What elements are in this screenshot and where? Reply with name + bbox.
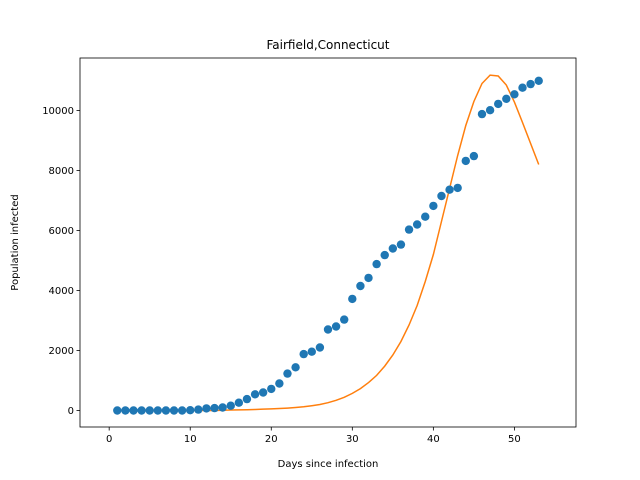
x-tick-label: 40 <box>427 434 440 445</box>
data-point <box>258 388 268 397</box>
data-point <box>502 94 511 104</box>
data-point <box>267 384 276 394</box>
data-point <box>356 281 365 291</box>
x-tick-label: 50 <box>508 434 521 445</box>
x-tick-label: 10 <box>184 434 197 445</box>
data-point <box>518 83 527 92</box>
data-point <box>364 273 373 283</box>
data-point <box>210 403 219 413</box>
y-axis: 0 2000 4000 6000 8000 10000 <box>42 106 80 417</box>
data-point <box>234 398 244 407</box>
data-point <box>161 406 171 415</box>
y-tick-label: 6000 <box>49 226 74 237</box>
axes-frame <box>79 57 577 428</box>
data-point <box>153 406 162 415</box>
x-axis-label: Days since infection <box>278 459 379 470</box>
data-point <box>534 76 543 86</box>
x-tick-label: 20 <box>265 434 278 445</box>
data-point <box>177 406 187 415</box>
data-point <box>445 185 454 194</box>
data-point <box>121 406 130 415</box>
data-point <box>469 151 479 161</box>
data-point <box>113 406 122 415</box>
y-tick-label: 4000 <box>49 286 74 297</box>
data-point <box>299 349 308 359</box>
chart-title: Fairfield,Connecticut <box>267 38 390 52</box>
data-point <box>129 406 138 415</box>
data-point <box>307 347 316 356</box>
data-point <box>453 183 462 193</box>
data-point <box>340 315 349 324</box>
y-tick-label: 0 <box>68 406 74 417</box>
data-point <box>275 379 284 388</box>
data-point <box>485 106 495 115</box>
y-axis-label: Population infected <box>10 194 21 290</box>
data-point <box>372 259 381 269</box>
data-point <box>291 363 300 372</box>
data-point <box>315 343 325 352</box>
data-point <box>218 403 227 412</box>
data-point <box>437 191 446 201</box>
data-point <box>145 406 154 415</box>
data-point <box>477 109 487 119</box>
x-tick-label: 30 <box>346 434 359 445</box>
data-point <box>404 225 414 234</box>
data-point <box>388 244 398 253</box>
data-point <box>380 250 389 260</box>
data-point <box>429 201 438 211</box>
data-point <box>202 404 211 413</box>
data-point <box>242 394 252 404</box>
data-point <box>194 405 203 414</box>
data-point <box>186 406 195 415</box>
data-point <box>510 90 519 99</box>
x-tick-label: 0 <box>106 434 112 445</box>
y-tick-label: 8000 <box>49 166 74 177</box>
data-point <box>137 406 146 415</box>
y-tick-label: 10000 <box>42 106 74 117</box>
data-point <box>348 294 357 304</box>
data-point <box>412 220 422 229</box>
plot-area <box>80 58 576 427</box>
data-point <box>331 322 341 331</box>
data-point <box>169 406 179 415</box>
data-point <box>461 156 470 166</box>
y-tick-label: 2000 <box>49 346 74 357</box>
data-point <box>421 212 430 221</box>
series-layer <box>113 74 543 415</box>
data-point <box>494 99 503 109</box>
data-point <box>250 390 260 399</box>
data-point <box>323 325 333 334</box>
data-point <box>396 240 406 249</box>
data-point <box>526 79 535 89</box>
data-point <box>226 401 235 410</box>
x-axis: 0 10 20 30 40 50 <box>106 427 521 445</box>
data-point <box>283 369 292 378</box>
